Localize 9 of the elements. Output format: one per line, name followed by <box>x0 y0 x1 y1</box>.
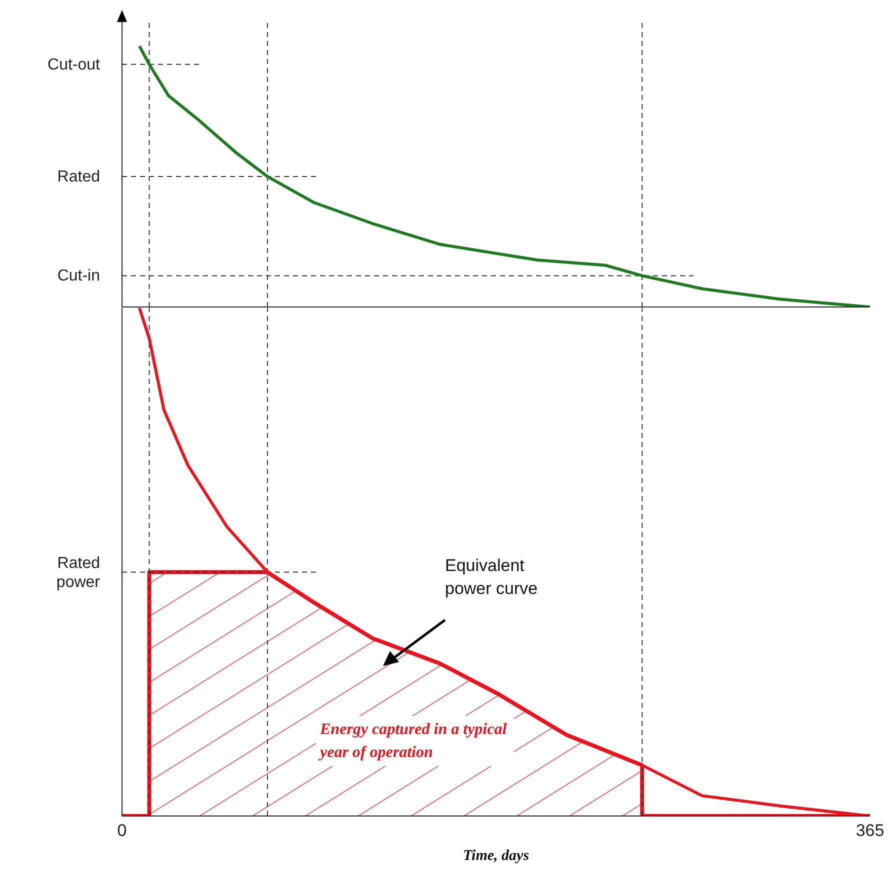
ref-line-label: Rated power <box>56 555 101 592</box>
x-axis-title: Time, days <box>462 848 530 864</box>
ref-line-label: Rated <box>57 168 100 186</box>
ref-line-label: Cut-out <box>48 56 101 74</box>
annotation: Energy captured in a typical year of operation <box>316 716 514 766</box>
ref-line-label: Cut-in <box>57 268 100 285</box>
x-tick-label: 0 <box>117 821 127 840</box>
x-tick-label: 365 <box>856 821 884 840</box>
annotation: Equivalent power curve <box>445 555 539 600</box>
